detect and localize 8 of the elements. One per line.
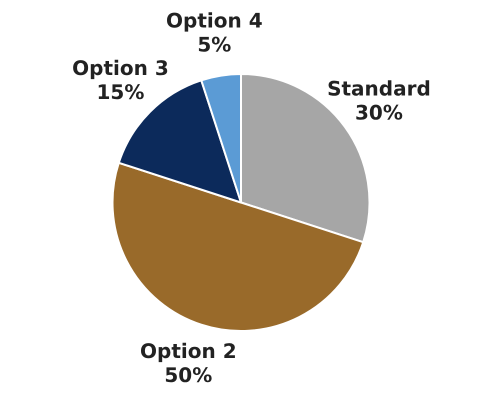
data-label: 15%	[96, 80, 144, 104]
slice-label: Standard	[327, 76, 431, 100]
slice-label: Option 4	[166, 8, 263, 32]
data-label: 30%	[355, 100, 403, 124]
data-label: 50%	[164, 362, 212, 387]
data-label: 5%	[197, 32, 232, 56]
slice-label: Option 3	[72, 56, 169, 80]
slice-label: Option 2	[140, 338, 237, 363]
